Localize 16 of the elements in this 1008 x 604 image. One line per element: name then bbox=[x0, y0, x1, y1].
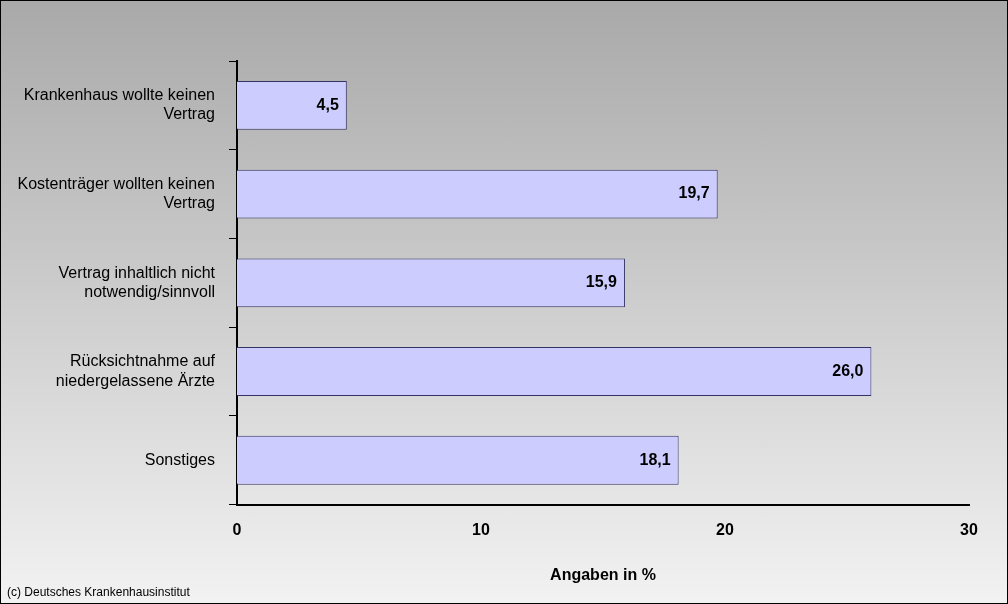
x-axis-title: Angaben in % bbox=[550, 565, 656, 583]
y-tick-label: Sonstiges bbox=[144, 450, 215, 468]
x-tick-label: 0 bbox=[232, 520, 242, 538]
y-tick-label: Rücksichtnahme auf niedergelassene Ärzte bbox=[55, 352, 216, 389]
x-tick-label: 10 bbox=[472, 520, 490, 538]
data-label: 15,9 bbox=[585, 273, 618, 291]
y-tick-label: Vertrag inhaltlich nicht notwendig/sinnvoll bbox=[58, 263, 216, 300]
data-label: 18,1 bbox=[639, 450, 671, 468]
y-tick-label: Krankenhaus wollte keinen Vertrag bbox=[23, 86, 215, 123]
x-tick-label: 30 bbox=[960, 520, 978, 538]
data-label: 19,7 bbox=[678, 184, 710, 202]
data-label: 26,0 bbox=[832, 361, 864, 379]
x-tick-label: 20 bbox=[716, 520, 734, 538]
data-label: 4,5 bbox=[316, 95, 339, 113]
y-tick-label: Kostenträger wollten keinen Vertrag bbox=[17, 174, 215, 212]
text: (c) Deutsches Krankenhausinstitut bbox=[7, 585, 191, 600]
